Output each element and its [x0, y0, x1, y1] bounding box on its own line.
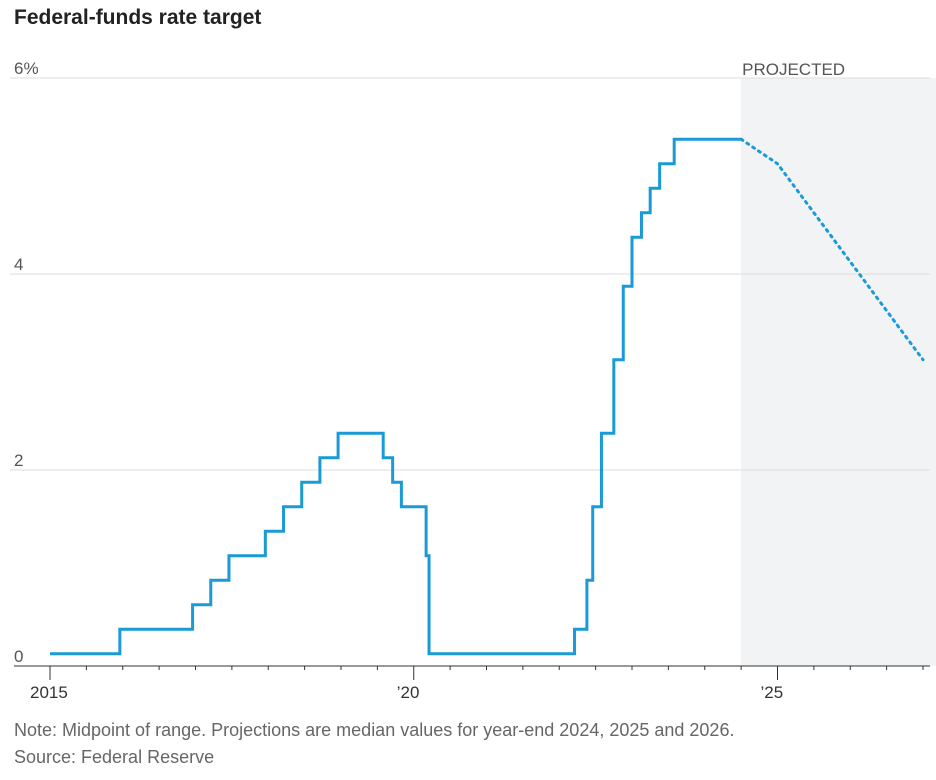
x-tick-label: ’20	[397, 683, 420, 702]
y-tick-label: 2	[14, 451, 23, 470]
chart-area: PROJECTED 0 2 4 6% 2015 ’20 ’25	[10, 59, 936, 702]
projected-band	[741, 78, 936, 666]
y-tick-label: 6%	[14, 59, 39, 78]
projected-label: PROJECTED	[742, 60, 845, 79]
y-tick-label: 0	[14, 647, 23, 666]
chart-title: Federal-funds rate target	[14, 6, 262, 29]
chart-note: Note: Midpoint of range. Projections are…	[14, 720, 735, 740]
y-tick-label: 4	[14, 255, 23, 274]
x-tick-label: ’25	[761, 683, 784, 702]
rate-step-line	[50, 137, 742, 656]
x-tick-label: 2015	[30, 683, 68, 702]
chart-source: Source: Federal Reserve	[14, 747, 215, 767]
